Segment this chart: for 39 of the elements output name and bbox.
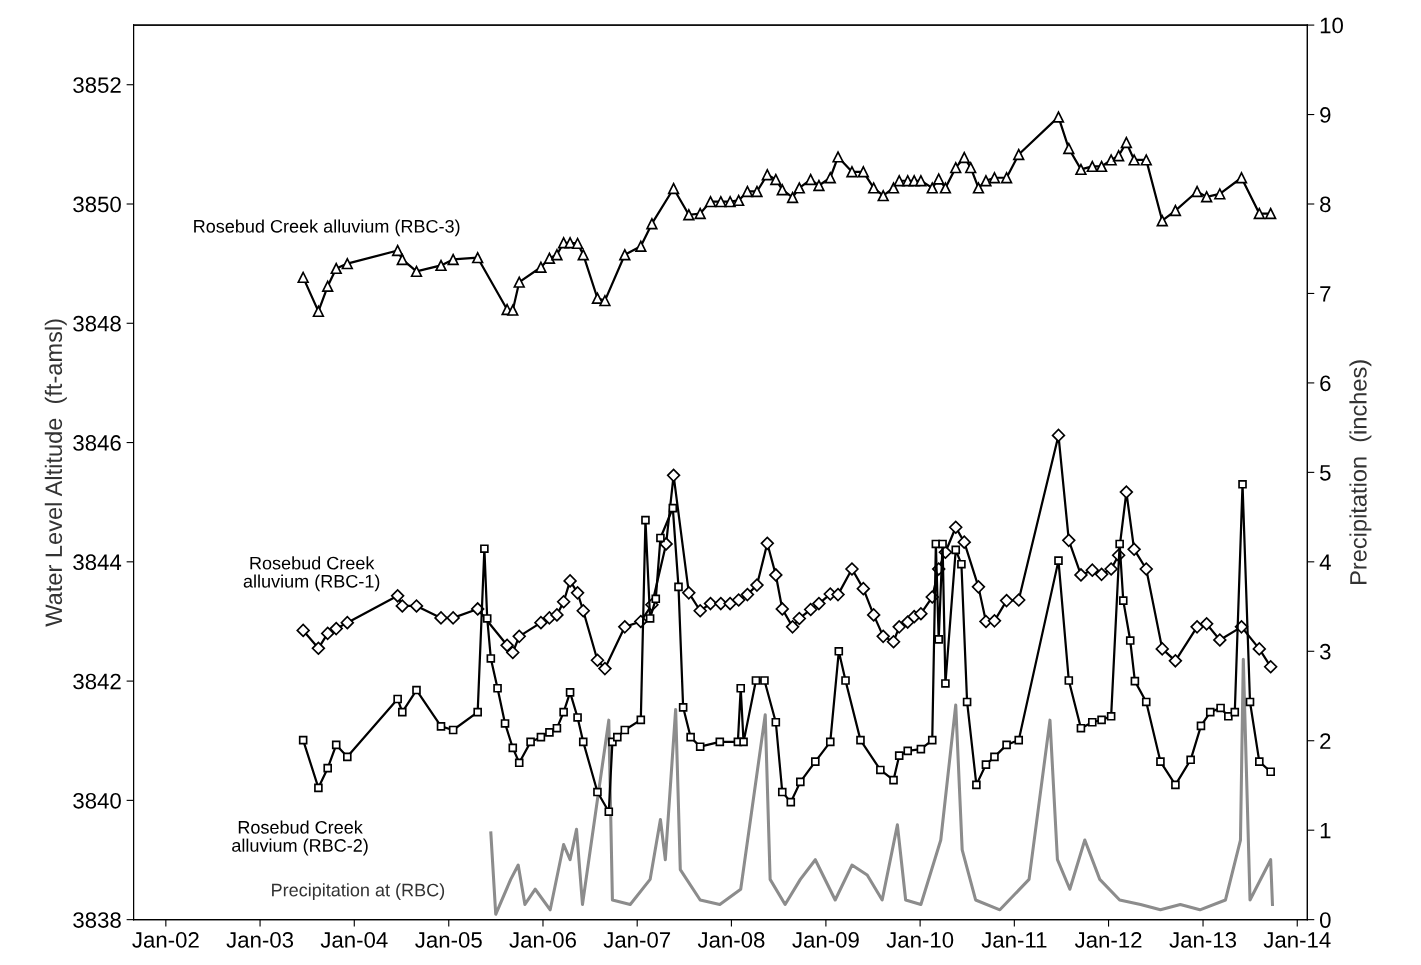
y2-tick-label: 7: [1320, 286, 1331, 302]
y2-tick-label: 2: [1320, 733, 1331, 749]
y-tick-label: 3844: [73, 554, 122, 571]
x-tick-label: Jan-07: [603, 932, 671, 948]
x-tick-label: Jan-12: [1074, 932, 1142, 948]
x-tick-label: Jan-03: [226, 932, 294, 948]
y-tick-label: 3852: [73, 77, 121, 93]
y2-axis-title: Precipitation (inches): [1349, 360, 1372, 584]
x-tick-label: Jan-14: [1263, 932, 1331, 948]
y2-tick-label: 9: [1320, 107, 1331, 123]
series-label: Rosebud Creek alluvium (RBC-3): [194, 219, 460, 237]
y-tick-label: 3842: [73, 673, 121, 690]
y2-tick-label: 6: [1320, 375, 1331, 392]
y2-tick-label: 10: [1320, 17, 1343, 34]
x-tick-label: Jan-10: [886, 932, 954, 948]
x-tick-label: Jan-11: [981, 932, 1047, 948]
y-tick-label: 3846: [73, 435, 121, 451]
y2-tick-label: 5: [1320, 465, 1331, 481]
y-axis-title: Water Level Altitude (ft-amsl): [44, 319, 67, 627]
series-label: Rosebud Creek alluvium (RBC-1): [243, 556, 380, 592]
y-tick-label: 3840: [73, 792, 121, 809]
line-series: [489, 657, 1274, 916]
y2-tick-label: 3: [1319, 643, 1331, 660]
x-tick-label: Jan-09: [792, 932, 859, 948]
y-tick-label: 3848: [73, 315, 121, 332]
y2-tick-label: 1: [1320, 822, 1331, 839]
x-tick-label: Jan-02: [132, 932, 199, 948]
y2-tick-label: 0: [1319, 912, 1331, 928]
text: Rosebud Creek alluvium (RBC-2): [232, 820, 368, 856]
y-tick-label: 3850: [73, 196, 121, 213]
x-tick-label: Jan-08: [697, 932, 765, 948]
y-tick-label: 3838: [73, 912, 121, 928]
x-tick-label: Jan-06: [509, 932, 576, 948]
x-tick-label: Jan-05: [415, 932, 482, 948]
y2-tick-label: 4: [1319, 554, 1331, 570]
text: Precipitation at (RBC): [272, 883, 445, 901]
x-tick-label: Jan-13: [1169, 932, 1237, 948]
x-tick-label: Jan-04: [320, 932, 388, 948]
y2-tick-label: 8: [1320, 196, 1331, 213]
